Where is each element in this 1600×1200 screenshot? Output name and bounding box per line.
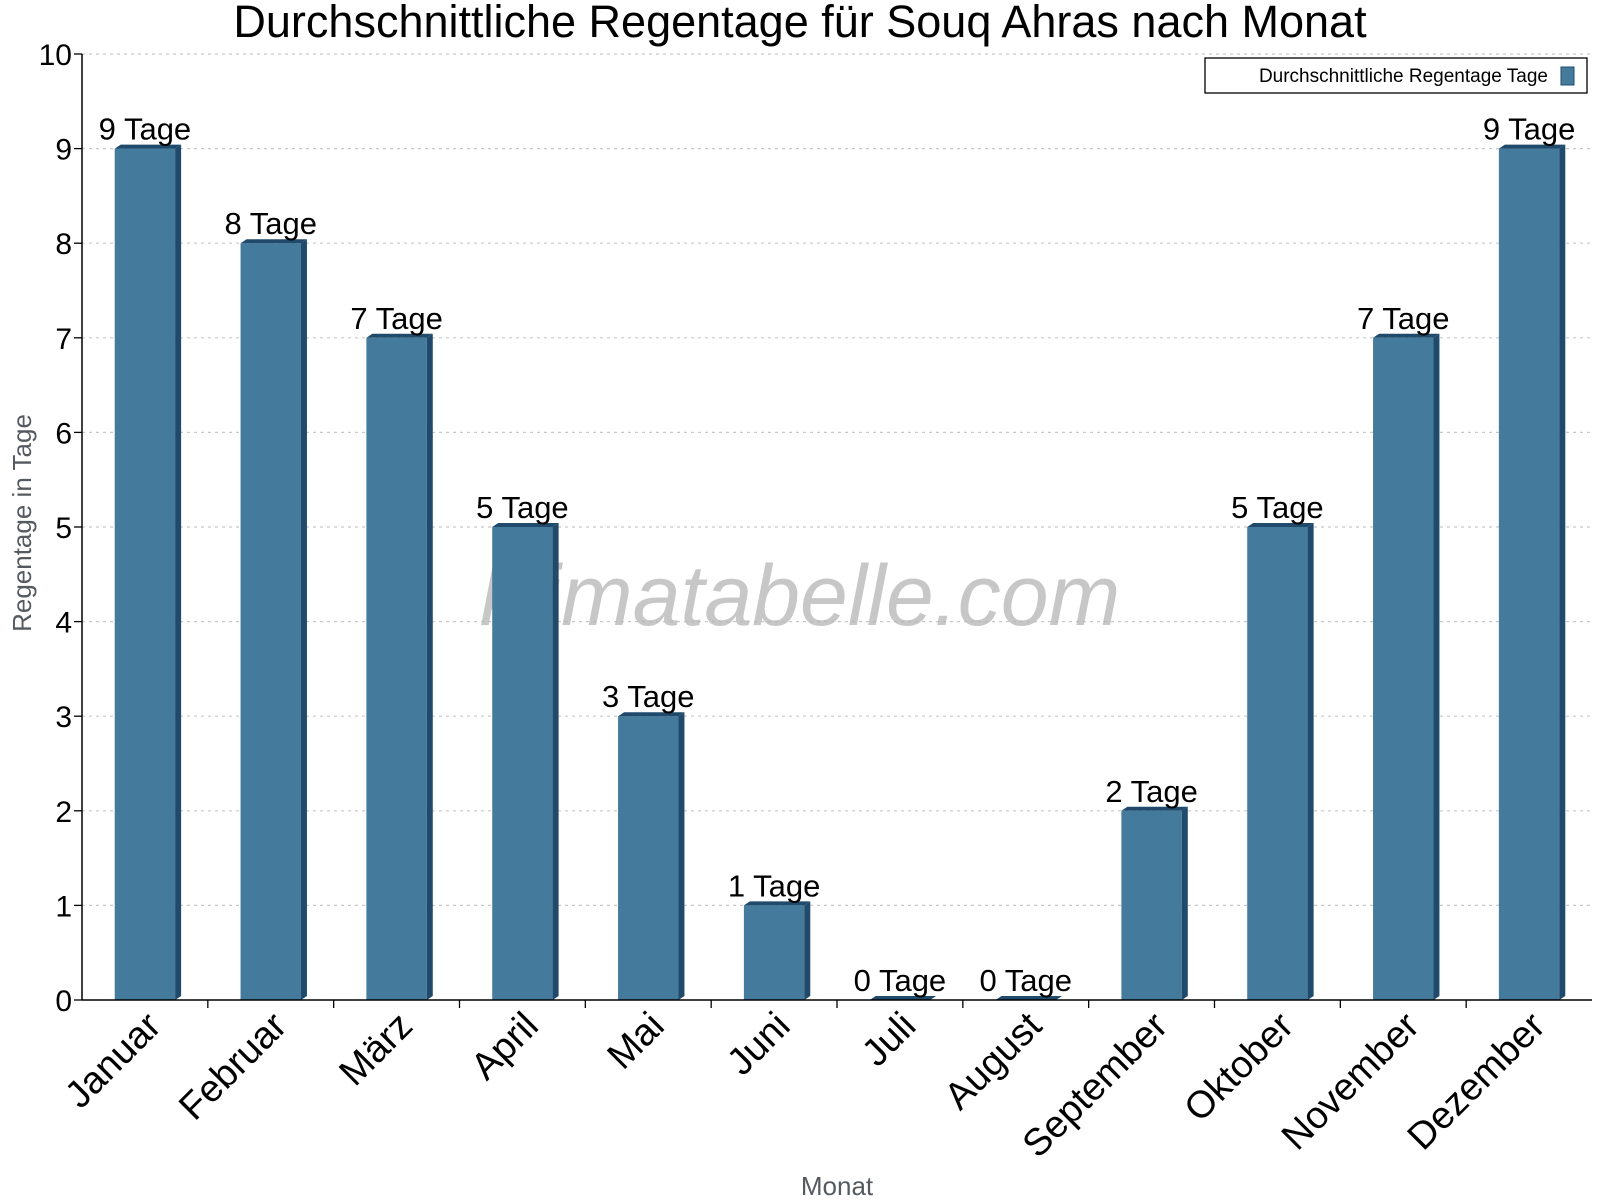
x-tick-label: Juli [854,1005,924,1075]
bar-top [869,996,937,1000]
data-label: 0 Tage [854,963,947,998]
bar-top [743,901,811,906]
y-tick-label: 6 [55,417,72,450]
legend-label: Durchschnittliche Regentage Tage [1259,66,1548,87]
legend-swatch [1560,66,1575,86]
bar-side [175,144,182,1001]
bar [1247,523,1314,1000]
bar-front [1498,148,1560,1001]
bar [618,712,685,1000]
data-label: 3 Tage [602,679,695,714]
gridlines [82,53,1592,907]
bar-side [1433,333,1440,1000]
bar-side [300,239,307,1000]
bar-front [743,905,805,1000]
bar-top [240,239,307,244]
bar-front [1373,337,1434,1000]
data-label: 5 Tage [476,490,569,525]
data-label: 1 Tage [728,868,821,903]
x-tick-label: März [332,1005,421,1094]
bar-front [492,527,553,1000]
data-label: 7 Tage [1357,301,1450,336]
y-axis-ticks: 0 1 2 3 4 5 6 7 8 9 10 [39,39,82,1018]
x-tick-label: Februar [171,1004,295,1128]
data-label: 0 Tage [979,963,1072,998]
bar [995,996,1062,1000]
bar-top [114,144,182,149]
x-axis-ticks: Januar Februar März April Mai Juni Juli AugustS… [57,1000,1554,1166]
data-label: 9 Tage [1483,112,1576,147]
x-tick-label: August [937,1004,1051,1118]
bar-front [1247,527,1308,1000]
data-label: 2 Tage [1105,774,1198,809]
bar-top [1121,806,1188,811]
x-tick-label: Dezember [1400,1004,1554,1158]
legend-box [1204,57,1588,94]
x-tick-label: November [1274,1004,1428,1158]
bar-top [618,712,685,717]
y-tick-label: 2 [55,796,72,829]
legend: Durchschnittliche Regentage Tage [1204,57,1588,94]
bar-front [618,716,679,1000]
y-axis-title: Regentage in Tage [7,414,37,632]
watermark: klimatabelle.com [480,548,1120,644]
y-tick-label: 5 [55,512,72,545]
x-axis-title: Monat [801,1171,874,1200]
bar-front [240,243,301,1000]
bar [1121,806,1188,1000]
x-tick-label: Mai [600,1005,673,1078]
x-tick-label: Juni [719,1005,798,1084]
bar-side [804,901,811,1000]
bar [240,239,307,1000]
x-tick-label: Januar [57,1004,169,1116]
bar-top [1498,144,1566,149]
data-label: 8 Tage [224,206,317,241]
y-tick-label: 3 [55,701,72,734]
bar-top [492,523,559,527]
data-label: 5 Tage [1231,490,1324,525]
bar-side [426,333,433,1000]
data-labels: 9 Tage 8 Tage 7 Tage 5 Tage 3 Tage 1 Tage 0 Ta… [99,112,1576,998]
y-tick-label: 0 [55,985,72,1018]
bars [114,144,1566,1001]
x-tick-label: Oktober [1177,1004,1303,1130]
bar-top [995,996,1062,1000]
bar-side [1181,806,1188,1000]
bar-top [1373,333,1440,338]
data-label: 7 Tage [350,301,443,336]
bar-top [1247,523,1314,527]
bar-side [1559,144,1566,1001]
bar [869,996,937,1000]
data-label: 9 Tage [99,112,192,147]
bar [743,901,811,1000]
bar [114,144,182,1001]
y-tick-label: 10 [39,39,72,72]
bar-front [114,148,176,1001]
bar-side [1307,523,1314,1000]
bar-front [1121,810,1182,1000]
x-tick-label: April [463,1005,546,1088]
y-tick-label: 9 [55,134,72,167]
y-tick-label: 7 [55,323,72,356]
y-tick-label: 1 [55,890,72,923]
chart-title: Durchschnittliche Regentage für Souq Ahr… [233,0,1367,47]
bar [1373,333,1440,1000]
bar-front [366,337,427,1000]
bar-top [366,333,433,338]
bar [1498,144,1566,1001]
bar-side [552,523,559,1000]
bar-side [678,712,685,1000]
bar [366,333,433,1000]
y-tick-label: 4 [55,607,72,640]
y-tick-label: 8 [55,228,72,261]
bar [492,523,559,1000]
